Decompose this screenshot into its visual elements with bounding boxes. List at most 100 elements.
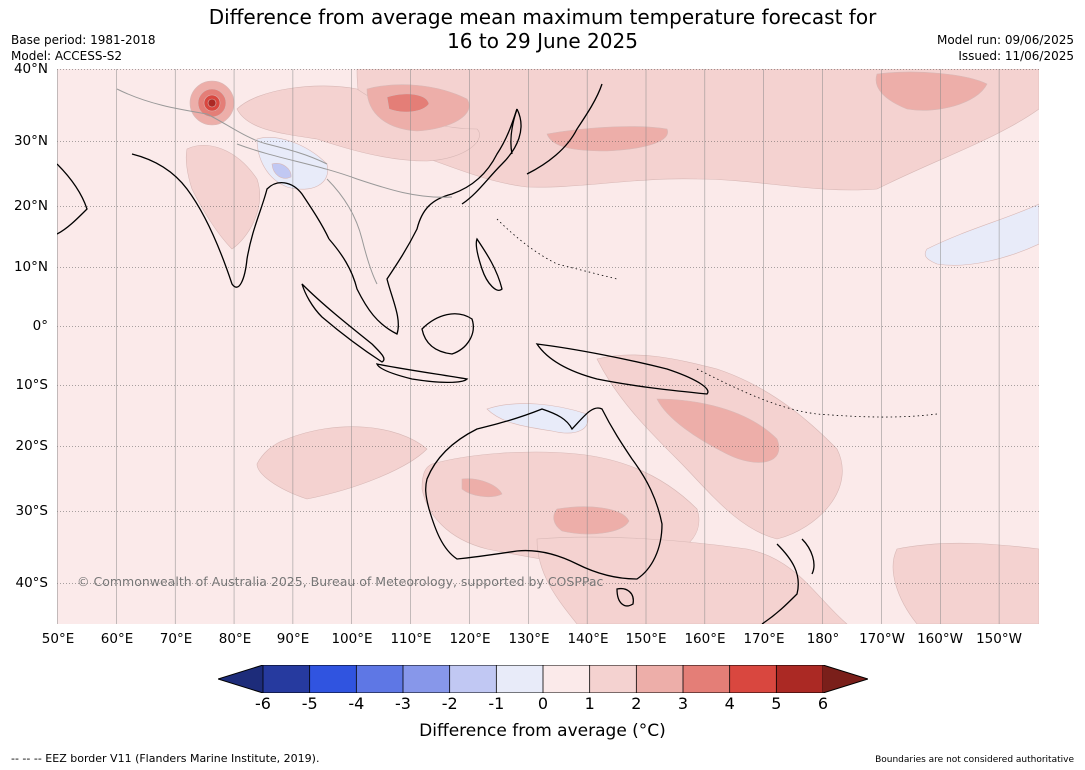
boundaries-disclaimer: Boundaries are not considered authoritat… xyxy=(875,755,1074,765)
coast-tasmania xyxy=(616,587,634,607)
lon-label-50e: 50°E xyxy=(41,631,75,647)
map-gridlines xyxy=(57,69,1039,624)
colorbar-cell xyxy=(263,665,310,693)
issued-date: Issued: 11/06/2025 xyxy=(958,49,1074,63)
colorbar-cell xyxy=(356,665,404,693)
colorbar xyxy=(216,664,870,694)
colorbar-tick: -1 xyxy=(488,694,505,713)
lat-label-20s: 20°S xyxy=(15,438,49,454)
coast-india xyxy=(131,153,330,288)
colorbar-cell xyxy=(589,665,637,693)
anomaly-region-southern-ocean xyxy=(536,536,848,624)
title-line-2: 16 to 29 June 2025 xyxy=(447,29,638,53)
meta-left: Base period: 1981-2018 Model: ACCESS-S2 xyxy=(11,32,156,64)
anomaly-region-bay-of-bengal-cool xyxy=(256,137,329,190)
coast-philippines xyxy=(475,237,503,291)
colorbar-tick: 5 xyxy=(771,694,782,713)
meta-right: Model run: 09/06/2025 Issued: 11/06/2025 xyxy=(937,32,1074,64)
anomaly-region-wa-warm xyxy=(461,478,503,498)
lon-label-140e: 140°E xyxy=(567,631,609,647)
chart-title: Difference from average mean maximum tem… xyxy=(0,5,1085,53)
lat-label-30s: 30°S xyxy=(15,503,49,519)
colorbar-tick: -3 xyxy=(395,694,411,713)
coast-japan xyxy=(526,83,603,175)
lon-label-150e: 150°E xyxy=(625,631,667,647)
colorbar-cell xyxy=(683,665,730,693)
colorbar-cell xyxy=(309,665,357,693)
anomaly-region-bengal-cooler xyxy=(271,163,292,179)
colorbar-label: Difference from average (°C) xyxy=(419,721,666,741)
coast-china xyxy=(461,108,522,205)
anomaly-region-china-hot xyxy=(386,93,430,113)
model-run: Model run: 09/06/2025 xyxy=(936,33,1074,47)
lon-label-160e: 160°E xyxy=(684,631,726,647)
lat-label-20n: 20°N xyxy=(13,198,48,214)
anomaly-region-pacific-warm xyxy=(875,71,988,111)
lon-label-60e: 60°E xyxy=(100,631,134,647)
lon-label-100e: 100°E xyxy=(331,631,373,647)
lat-label-30n: 30°N xyxy=(13,133,48,149)
lon-label-110e: 110°E xyxy=(390,631,432,647)
colorbar-tick: -2 xyxy=(441,694,458,713)
lon-label-120e: 120°E xyxy=(449,631,491,647)
colorbar-cell xyxy=(543,665,590,693)
coast-sumatra xyxy=(301,283,385,363)
lon-label-70e: 70°E xyxy=(159,631,193,647)
anomaly-region-japan-warm xyxy=(546,126,668,152)
lon-label-90e: 90°E xyxy=(276,631,310,647)
colorbar-tick: 0 xyxy=(537,694,549,713)
lon-label-180: 180° xyxy=(806,631,840,647)
coast-new-zealand xyxy=(761,538,815,624)
colorbar-cell xyxy=(449,665,497,693)
coast-australia xyxy=(425,407,663,580)
border-south-asia xyxy=(116,88,328,165)
colorbar-cell xyxy=(403,665,450,693)
lon-label-160w: 160°W xyxy=(917,631,963,647)
colorbar-tick: 1 xyxy=(584,694,595,713)
colorbar-cells xyxy=(262,665,824,693)
coastlines xyxy=(57,83,815,624)
colorbar-under-arrow xyxy=(218,665,263,693)
coast-new-guinea xyxy=(535,343,709,395)
anomaly-regions xyxy=(185,69,1039,624)
colorbar-tick: -6 xyxy=(255,694,271,713)
anomaly-region-indian-ocean xyxy=(256,426,428,500)
colorbar-cell xyxy=(729,665,777,693)
anomaly-region-australia-warm xyxy=(553,506,630,535)
colorbar-tick: 2 xyxy=(631,694,642,713)
coast-java xyxy=(375,363,469,384)
title-line-1: Difference from average mean maximum tem… xyxy=(208,5,877,29)
lon-label-80e: 80°E xyxy=(218,631,252,647)
eez-legend-note: -- -- -- EEZ border V11 (Flanders Marine… xyxy=(11,752,320,765)
coast-southeast-asia xyxy=(328,108,518,335)
lat-label-equator: 0° xyxy=(32,318,48,334)
forecast-map xyxy=(57,69,1039,624)
border-indochina xyxy=(326,178,378,285)
lat-label-10n: 10°N xyxy=(13,259,48,275)
anomaly-region-coral-warm xyxy=(656,398,780,463)
colorbar-tick: 3 xyxy=(677,694,689,713)
coast-arabia xyxy=(57,163,88,235)
lat-label-10s: 10°S xyxy=(15,377,49,393)
eez-western-pacific xyxy=(496,218,618,280)
lon-label-150w: 150°W xyxy=(976,631,1022,647)
lat-label-40n: 40°N xyxy=(13,61,48,77)
model-name: Model: ACCESS-S2 xyxy=(11,49,123,63)
colorbar-cell xyxy=(776,665,824,693)
coast-borneo xyxy=(421,313,474,355)
colorbar-cell xyxy=(496,665,544,693)
country-borders xyxy=(116,88,453,285)
anomaly-region-tibet xyxy=(236,85,480,162)
colorbar-svg xyxy=(216,664,870,694)
colorbar-tick: 4 xyxy=(724,694,735,713)
coast-korea xyxy=(510,108,518,155)
base-period: Base period: 1981-2018 xyxy=(11,33,156,47)
colorbar-tick: -4 xyxy=(348,694,365,713)
anomaly-region-kashmir-4 xyxy=(207,98,217,108)
anomaly-region-hawaii-cool xyxy=(924,203,1039,266)
colorbar-over-arrow xyxy=(823,665,868,693)
border-china xyxy=(236,143,453,198)
colorbar-tick: -5 xyxy=(301,694,318,713)
eez-borders xyxy=(496,218,938,418)
lon-label-170e: 170°E xyxy=(743,631,785,647)
